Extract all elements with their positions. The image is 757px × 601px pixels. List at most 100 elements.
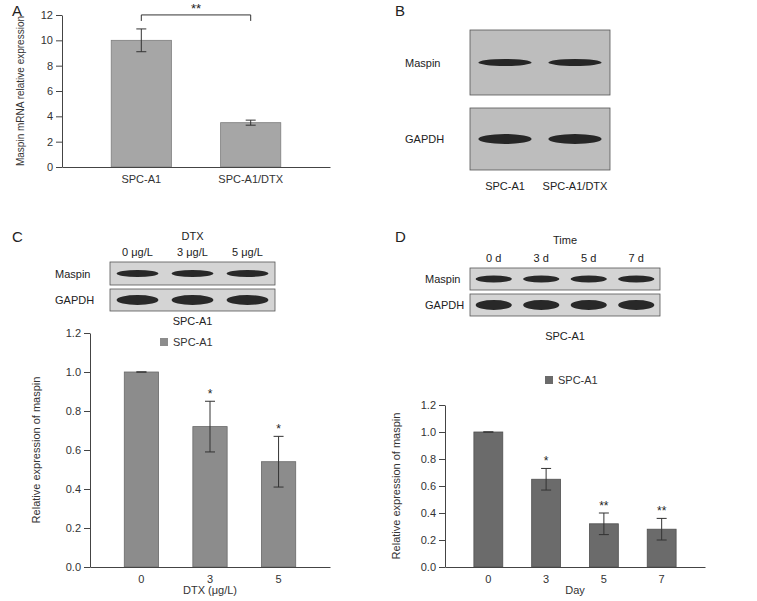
blot-band xyxy=(548,59,601,66)
tick-mark xyxy=(84,450,90,451)
axis-line xyxy=(62,16,63,168)
axis-line xyxy=(91,567,331,568)
significance-label: ** xyxy=(599,499,609,513)
blot-band xyxy=(476,276,512,283)
blot-band xyxy=(571,300,607,310)
tick: 0 xyxy=(47,161,62,173)
tick: 0.0 xyxy=(66,561,90,573)
tick-label: 0.2 xyxy=(66,522,81,534)
axis-line xyxy=(63,167,331,168)
error-bar xyxy=(541,468,551,490)
tick: 12 xyxy=(41,9,62,21)
x-axis-title: Day xyxy=(565,584,585,596)
blot-strip xyxy=(470,268,660,290)
blot-band xyxy=(476,300,512,310)
row-label: Maspin xyxy=(425,273,460,285)
blot-strip xyxy=(110,262,275,285)
tick-label: 0.6 xyxy=(66,444,81,456)
blot-band xyxy=(117,270,159,277)
blot-caption: SPC-A1 xyxy=(173,315,213,327)
tick-label: 8 xyxy=(47,60,53,72)
tick: 3 xyxy=(543,573,549,585)
blot-band xyxy=(618,276,654,283)
tick-mark xyxy=(56,66,62,67)
axis-line xyxy=(445,406,446,568)
tick-label: 1.2 xyxy=(421,399,436,411)
tick-label: 0.2 xyxy=(421,534,436,546)
tick-mark xyxy=(56,15,62,16)
tick-label: 4 xyxy=(47,110,53,122)
tick: 0.2 xyxy=(66,522,90,534)
blot: MaspinGAPDH0 d3 d5 d7 dTimeSPC-A1 xyxy=(425,234,660,342)
lane-label: 0 d xyxy=(486,252,501,264)
chart-panel: 0.0 0.2 0.4 0.6 0.8 1.0 1.2 0 3 5 7 Relative expres… xyxy=(390,374,706,596)
blot-strip xyxy=(110,289,275,311)
row-label: GAPDH xyxy=(425,299,464,311)
plot-area xyxy=(111,29,281,167)
tick-label: 0.0 xyxy=(421,561,436,573)
tick: 0.4 xyxy=(66,483,90,495)
tick: 1.0 xyxy=(421,426,445,438)
x-axis-title: DTX (μg/L) xyxy=(183,584,237,596)
tick-label: 0.8 xyxy=(421,453,436,465)
tick-label: 7 xyxy=(659,573,665,585)
tick-mark xyxy=(439,567,445,568)
lane-label: 3 μg/L xyxy=(177,246,208,258)
legend-label: SPC-A1 xyxy=(173,336,213,348)
panel-label: C xyxy=(12,228,23,245)
y-axis: 0 2 4 6 8 10 12 xyxy=(41,9,63,173)
lane-label: SPC-A1 xyxy=(485,180,525,192)
blot-band xyxy=(478,134,531,144)
blot-caption: SPC-A1 xyxy=(545,330,585,342)
lane-label: 0 μg/L xyxy=(122,246,153,258)
blot-band xyxy=(227,295,269,305)
tick: 0 xyxy=(485,573,491,585)
row-label: Maspin xyxy=(55,268,90,280)
error-bar xyxy=(136,372,146,373)
tick: 0.6 xyxy=(421,480,445,492)
row-label: GAPDH xyxy=(55,294,94,306)
tick-mark xyxy=(56,116,62,117)
panel-label: B xyxy=(395,2,405,19)
chart-panel: 024681012SPC-A1SPC-A1/DTXMaspin mRNA rel… xyxy=(15,1,331,185)
tick: 0.0 xyxy=(421,561,445,573)
tick-mark xyxy=(84,411,90,412)
tick-label: 2 xyxy=(47,136,53,148)
tick-label: 5 xyxy=(276,573,282,585)
tick: 4 xyxy=(47,110,62,122)
significance-label: * xyxy=(544,454,549,468)
tick-label: 0.8 xyxy=(66,405,81,417)
tick-label: 12 xyxy=(41,9,53,21)
error-bar xyxy=(599,513,609,535)
tick: 5 xyxy=(276,573,282,585)
blot-strip xyxy=(470,30,610,95)
x-axis: SPC-A1SPC-A1/DTX xyxy=(63,168,331,185)
tick-mark xyxy=(84,372,90,373)
tick-label: 6 xyxy=(47,85,53,97)
axis-line xyxy=(90,334,91,568)
bar xyxy=(221,123,281,167)
significance-label: ** xyxy=(191,1,201,16)
tick-label: 10 xyxy=(41,34,53,46)
y-axis-title: Relative expression of maspin xyxy=(30,377,42,524)
blot-band xyxy=(523,276,559,283)
y-axis: 0.0 0.2 0.4 0.6 0.8 1.0 1.2 xyxy=(66,327,91,573)
tick-mark xyxy=(84,528,90,529)
tick-label: 5 xyxy=(601,573,607,585)
tick-mark xyxy=(439,405,445,406)
chart-panel: 0.00.20.40.60.81.01.2035Relative express… xyxy=(30,327,331,596)
significance-label: * xyxy=(208,387,213,401)
tick: 8 xyxy=(47,60,62,72)
tick-label: SPC-A1/DTX xyxy=(218,173,283,185)
bar xyxy=(532,479,561,567)
y-axis-title: Relative expression of maspin xyxy=(390,413,402,560)
tick-label: 0 xyxy=(138,573,144,585)
row-label: GAPDH xyxy=(405,133,444,145)
tick-label: 0.4 xyxy=(421,507,436,519)
tick: 1.0 xyxy=(66,366,90,378)
blot-band xyxy=(571,276,607,283)
lane-label: 3 d xyxy=(534,252,549,264)
significance-label: * xyxy=(276,422,281,436)
tick-label: 1.2 xyxy=(66,327,81,339)
plot-area xyxy=(124,372,295,567)
